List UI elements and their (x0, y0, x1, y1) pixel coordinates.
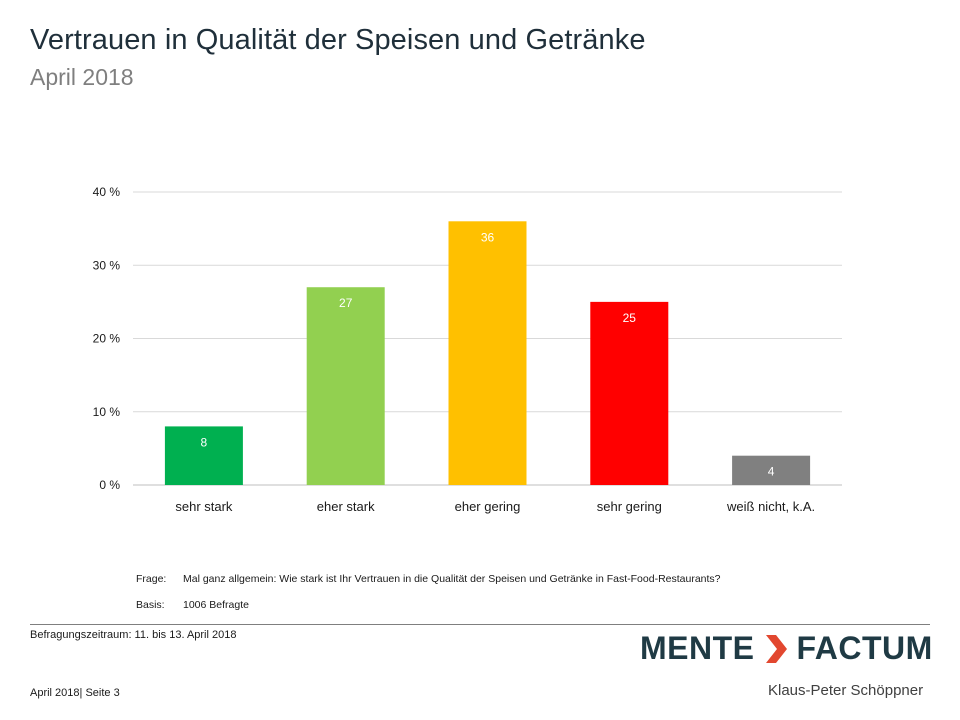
page-footer: April 2018| Seite 3 (30, 687, 120, 699)
data-label: 8 (201, 435, 208, 449)
bar (306, 287, 385, 485)
bar (164, 426, 243, 485)
bar (590, 301, 669, 485)
bar (732, 455, 811, 485)
data-label: 25 (623, 311, 637, 325)
page-title: Vertrauen in Qualität der Speisen und Ge… (30, 24, 646, 56)
x-tick-label: sehr stark (175, 499, 233, 514)
y-tick-label: 0 % (99, 478, 120, 492)
x-tick-label: eher stark (317, 499, 375, 514)
page-subtitle: April 2018 (30, 64, 134, 90)
survey-period: Befragungszeitraum: 11. bis 13. April 20… (30, 629, 237, 641)
data-label: 4 (768, 465, 775, 479)
company-logo: MENTE FACTUM (640, 630, 933, 667)
basis-label: Basis: (136, 599, 165, 611)
data-label: 27 (339, 296, 353, 310)
question-label: Frage: (136, 573, 167, 585)
y-tick-label: 10 % (93, 405, 121, 419)
x-tick-label: eher gering (455, 499, 521, 514)
basis-text: 1006 Befragte (183, 599, 249, 611)
y-tick-label: 30 % (93, 258, 121, 272)
logo-word-factum: FACTUM (796, 630, 933, 666)
x-tick-label: weiß nicht, k.A. (726, 499, 815, 514)
bar-chart: 0 % 10 % 20 % 30 % 40 % 8 sehr stark 27 eher sta… (93, 185, 842, 514)
data-label: 36 (481, 230, 495, 244)
chevron-right-icon (765, 634, 787, 663)
bar (448, 221, 527, 486)
question-text: Mal ganz allgemein: Wie stark ist Ihr Ve… (183, 573, 721, 585)
footer-divider (30, 624, 930, 625)
author-name: Klaus-Peter Schöppner (768, 682, 924, 699)
y-tick-label: 20 % (93, 332, 121, 346)
logo-word-mente: MENTE (640, 630, 755, 666)
survey-notes: Frage: Mal ganz allgemein: Wie stark ist… (136, 573, 721, 625)
y-tick-label: 40 % (93, 185, 121, 199)
x-tick-label: sehr gering (597, 499, 662, 514)
